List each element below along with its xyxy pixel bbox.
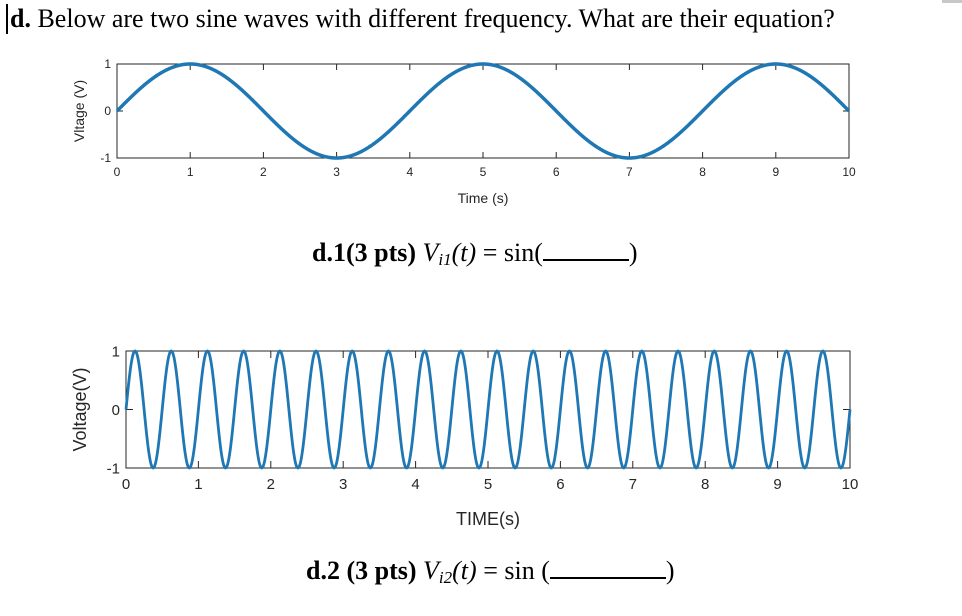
chart-1-x-tick-label: 1 (187, 165, 194, 179)
chart-2-y-axis-label: Voltage(V) (70, 367, 90, 451)
chart-1-y-tick-label: 1 (104, 57, 111, 71)
chart-1-y-axis-label: Vltage (V) (71, 80, 87, 142)
equation-2-close: ) (665, 556, 675, 585)
equation-1: d.1(3 pts) Vi1(t) = sin() (312, 238, 638, 270)
equation-2-var: V (423, 556, 439, 585)
equation-1-points: d.1(3 pts) (312, 238, 417, 267)
scrollbar-thumb[interactable] (942, 0, 962, 3)
chart-2-x-tick-label: 3 (339, 476, 347, 493)
chart-2-series-line (124, 349, 852, 470)
question-body: Below are two sine waves with different … (30, 4, 835, 33)
chart-1-y-tick-label: -1 (100, 151, 111, 165)
question-prefix: d. (10, 4, 31, 33)
equation-1-arg: (t) (451, 238, 477, 267)
chart-1-x-tick-label: 0 (114, 165, 121, 179)
chart-2-x-tick-label: 10 (842, 476, 859, 493)
chart-2-x-tick-label: 8 (701, 476, 709, 493)
equation-2-sub: i2 (438, 568, 453, 587)
chart-2-x-tick-label: 1 (194, 476, 202, 493)
chart-2-y-tick-label: -1 (107, 460, 120, 477)
chart-2-x-tick-label: 2 (267, 476, 275, 493)
equation-1-rhs: = sin( (476, 238, 543, 267)
chart-1-x-tick-label: 8 (699, 165, 706, 179)
equation-2-arg: (t) (452, 556, 477, 585)
equation-1-blank[interactable] (542, 241, 629, 261)
equation-2-rhs: = sin ( (476, 556, 550, 585)
chart-2-y-tick-label: 0 (112, 402, 120, 419)
chart-1-x-tick-label: 9 (772, 165, 779, 179)
question-text: d. Below are two sine waves with differe… (6, 4, 835, 34)
equation-2-points: d.2 (3 pts) (306, 556, 417, 585)
chart-2-x-tick-label: 0 (122, 476, 130, 493)
chart-1-y-tick-label: 0 (104, 104, 111, 118)
equation-1-close: ) (628, 238, 638, 267)
chart-1-x-tick-label: 4 (406, 165, 413, 179)
chart-2-x-tick-label: 7 (629, 476, 637, 493)
chart-1-x-tick-label: 5 (480, 165, 487, 179)
chart-2-x-tick-label: 9 (773, 476, 781, 493)
chart-2-x-axis-label: TIME(s) (456, 509, 520, 529)
chart-1-x-tick-label: 3 (333, 165, 340, 179)
chart-1-x-axis-label: Time (s) (458, 190, 509, 206)
chart-1-x-tick-label: 10 (842, 165, 856, 179)
equation-1-sub: i1 (438, 250, 452, 269)
chart-2-y-tick-label: 1 (112, 343, 120, 360)
chart-1-x-tick-label: 6 (553, 165, 560, 179)
equation-2: d.2 (3 pts) Vi2(t) = sin () (306, 556, 675, 588)
chart-2-x-tick-label: 4 (411, 476, 419, 493)
chart-2-x-tick-label: 5 (484, 476, 492, 493)
chart-1-x-tick-label: 7 (626, 165, 633, 179)
equation-1-var: V (422, 238, 439, 267)
chart-2-x-tick-label: 6 (556, 476, 564, 493)
chart-1-series-line (115, 62, 851, 160)
chart-1-x-tick-label: 2 (260, 165, 267, 179)
equation-2-blank[interactable] (549, 559, 666, 579)
